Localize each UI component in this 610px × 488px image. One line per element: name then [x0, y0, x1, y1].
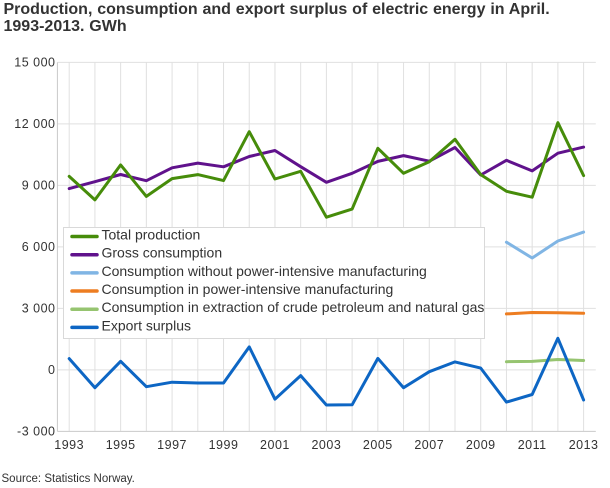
svg-text:Consumption in extraction of c: Consumption in extraction of crude petro… — [102, 299, 485, 315]
svg-text:-3 000: -3 000 — [17, 425, 55, 439]
svg-text:9 000: 9 000 — [22, 179, 56, 193]
svg-text:2011: 2011 — [518, 438, 547, 452]
svg-text:1997: 1997 — [157, 438, 187, 452]
svg-text:2009: 2009 — [466, 438, 496, 452]
svg-text:2013: 2013 — [569, 438, 599, 452]
svg-text:2005: 2005 — [363, 438, 393, 452]
svg-text:12 000: 12 000 — [14, 117, 55, 131]
svg-text:1995: 1995 — [106, 438, 136, 452]
svg-text:2003: 2003 — [311, 438, 341, 452]
svg-text:Export surplus: Export surplus — [102, 317, 191, 333]
svg-text:Consumption without power-inte: Consumption without power-intensive manu… — [102, 263, 427, 279]
svg-text:2001: 2001 — [260, 438, 290, 452]
svg-text:15 000: 15 000 — [14, 56, 55, 70]
svg-text:3 000: 3 000 — [22, 302, 56, 316]
svg-text:Gross consumption: Gross consumption — [102, 245, 223, 261]
svg-text:Consumption in power-intensive: Consumption in power-intensive manufactu… — [102, 281, 394, 297]
svg-text:1993: 1993 — [54, 438, 84, 452]
svg-text:Total production: Total production — [102, 227, 201, 243]
svg-text:0: 0 — [48, 363, 55, 377]
svg-text:2007: 2007 — [414, 438, 444, 452]
svg-text:6 000: 6 000 — [22, 240, 56, 254]
svg-text:1999: 1999 — [209, 438, 239, 452]
